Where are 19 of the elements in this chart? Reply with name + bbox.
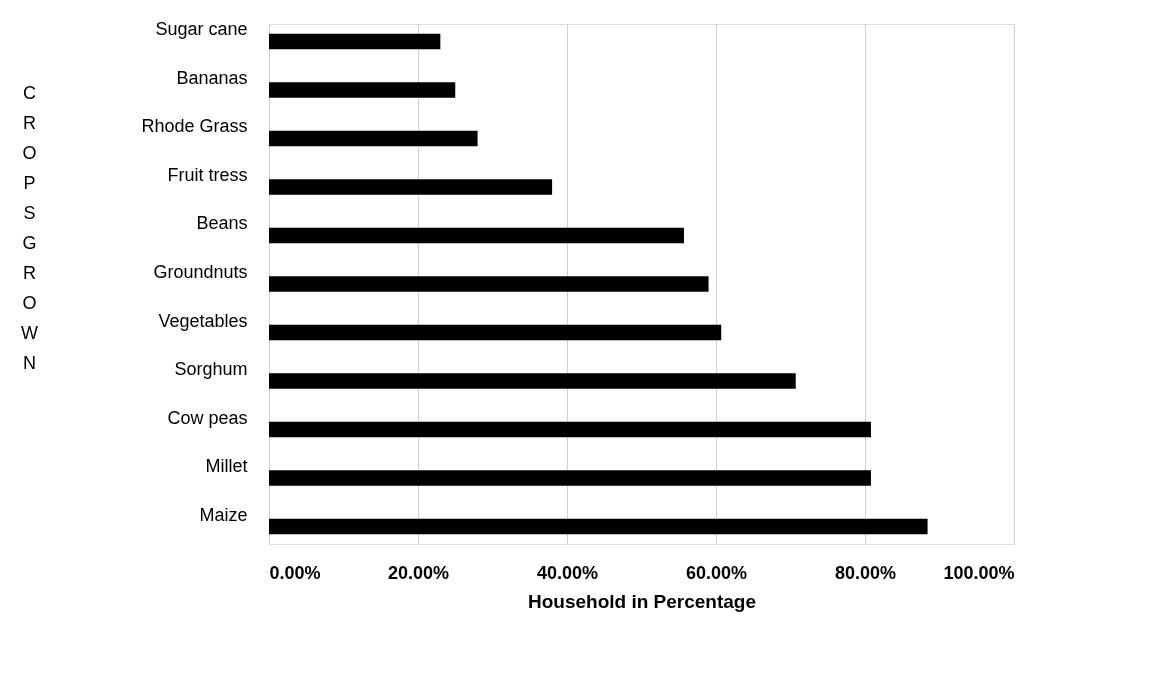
y-tick-label: Rhode Grass bbox=[141, 116, 248, 137]
x-tick-label: 80.00% bbox=[834, 562, 897, 583]
text: CROPS GROWN bbox=[21, 82, 38, 373]
x-tick-label: 0.00% bbox=[269, 562, 321, 583]
y-tick-label: Groundnuts bbox=[153, 262, 248, 282]
y-tick-label: Fruit tress bbox=[167, 164, 248, 185]
y-tick-label: Vegetables bbox=[158, 310, 248, 331]
y-tick-label: Sorghum bbox=[174, 359, 248, 380]
x-tick-label: 20.00% bbox=[387, 562, 450, 583]
y-tick-label: Cow peas bbox=[167, 407, 248, 428]
x-axis-title: Household in Percentage bbox=[527, 590, 757, 612]
x-tick-label: 100.00% bbox=[943, 562, 1015, 583]
x-tick-label: 40.00% bbox=[536, 562, 599, 583]
y-tick-label: Bananas bbox=[176, 67, 248, 88]
y-tick-label: Beans bbox=[196, 213, 248, 234]
y-tick-label: Maize bbox=[199, 504, 248, 525]
y-tick-label: Sugar cane bbox=[155, 19, 248, 40]
y-tick-label: Millet bbox=[205, 456, 248, 477]
x-tick-label: 60.00% bbox=[685, 562, 748, 583]
